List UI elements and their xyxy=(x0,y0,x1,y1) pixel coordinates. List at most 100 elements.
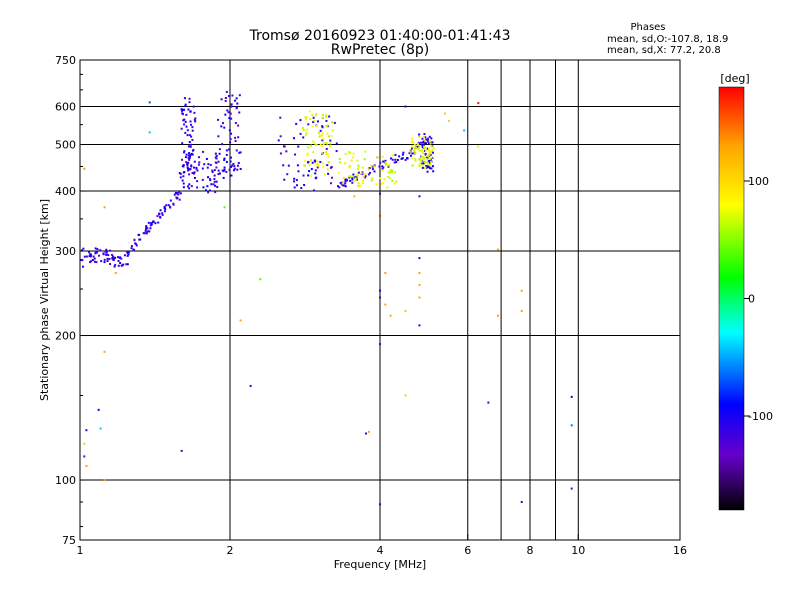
scatter-point xyxy=(353,195,356,198)
echo-point xyxy=(180,108,183,111)
echo-point xyxy=(232,162,235,165)
echo-point xyxy=(418,145,421,148)
echo-point xyxy=(80,258,83,261)
echo-point xyxy=(431,151,434,154)
echo-point xyxy=(182,119,185,122)
scatter-point xyxy=(379,192,381,195)
echo-point xyxy=(211,169,214,172)
echo-point xyxy=(295,179,298,182)
y-tick-label: 200 xyxy=(55,330,76,343)
echo-point xyxy=(111,257,114,260)
scatter-point xyxy=(239,319,242,322)
echo-point xyxy=(223,158,226,161)
echo-point xyxy=(421,145,424,148)
echo-point xyxy=(338,186,341,189)
echo-point xyxy=(296,184,299,187)
echo-point xyxy=(190,153,193,156)
echo-point xyxy=(302,164,305,167)
echo-point xyxy=(364,173,367,176)
x-tick-label: 2 xyxy=(227,544,234,557)
echo-point xyxy=(202,186,205,189)
echo-point xyxy=(181,179,184,182)
echo-point xyxy=(409,154,412,157)
echo-point xyxy=(300,186,303,189)
echo-point xyxy=(326,168,329,171)
echo-point xyxy=(382,182,385,185)
echo-point xyxy=(386,186,389,189)
echo-point xyxy=(420,141,423,144)
scatter-point xyxy=(103,479,106,482)
echo-point xyxy=(145,228,148,231)
echo-point xyxy=(188,97,191,100)
echo-point xyxy=(230,103,233,106)
echo-point xyxy=(285,150,288,153)
echo-point xyxy=(188,157,191,160)
scatter-point xyxy=(520,289,523,292)
echo-point xyxy=(418,143,421,146)
echo-point xyxy=(167,204,170,207)
echo-point xyxy=(308,170,311,173)
echo-point xyxy=(419,162,422,165)
scatter-point xyxy=(103,206,106,209)
echo-point xyxy=(364,175,367,178)
echo-point xyxy=(239,167,242,170)
echo-point xyxy=(357,164,360,167)
scatter-point xyxy=(520,309,523,312)
echo-point xyxy=(230,165,233,168)
echo-point xyxy=(125,263,128,266)
scatter-point xyxy=(83,167,86,170)
echo-point xyxy=(342,176,345,179)
colorbar-ticks: 100 0 -100 xyxy=(744,175,773,423)
echo-point xyxy=(228,148,231,151)
echo-point xyxy=(295,122,298,125)
echo-point xyxy=(351,175,354,178)
echo-point xyxy=(98,254,101,257)
echo-point xyxy=(189,145,192,148)
echo-point xyxy=(112,255,115,258)
echo-point xyxy=(201,167,204,170)
echo-point xyxy=(371,168,374,171)
echo-point xyxy=(411,152,414,155)
echo-point xyxy=(305,134,308,137)
scatter-point xyxy=(365,432,368,435)
echo-point xyxy=(327,172,330,175)
echo-point xyxy=(393,171,396,174)
echo-point xyxy=(425,165,428,168)
echo-point xyxy=(426,139,429,142)
echo-point xyxy=(357,174,360,177)
echo-point xyxy=(120,257,123,260)
echo-point xyxy=(408,152,411,155)
echo-point xyxy=(329,145,332,148)
echo-point xyxy=(429,152,432,155)
echo-point xyxy=(324,114,327,117)
echo-point xyxy=(302,129,305,132)
echo-point xyxy=(411,147,414,150)
echo-point xyxy=(145,232,148,235)
echo-point xyxy=(188,168,191,171)
echo-point xyxy=(391,169,394,172)
echo-point xyxy=(327,161,330,164)
echo-point xyxy=(391,154,394,157)
echo-point xyxy=(279,152,282,155)
echo-point xyxy=(222,176,225,179)
echo-point xyxy=(216,186,219,189)
echo-point xyxy=(91,259,94,262)
echo-point xyxy=(312,189,315,192)
echo-point xyxy=(230,105,233,108)
echo-point xyxy=(393,182,396,185)
x-tick-label: 4 xyxy=(377,544,384,557)
echo-point xyxy=(179,172,182,175)
scatter-point xyxy=(379,289,381,292)
echo-point xyxy=(307,123,310,126)
echo-point xyxy=(235,106,238,109)
echo-point xyxy=(108,257,111,260)
echo-point xyxy=(202,150,205,153)
y-tick-label: 100 xyxy=(55,474,76,487)
echo-point xyxy=(351,177,354,180)
echo-point xyxy=(228,129,231,132)
echo-point xyxy=(391,179,394,182)
echo-point xyxy=(339,161,342,164)
echo-point xyxy=(351,178,354,181)
scatter-point xyxy=(259,278,262,281)
echo-point xyxy=(309,144,312,147)
